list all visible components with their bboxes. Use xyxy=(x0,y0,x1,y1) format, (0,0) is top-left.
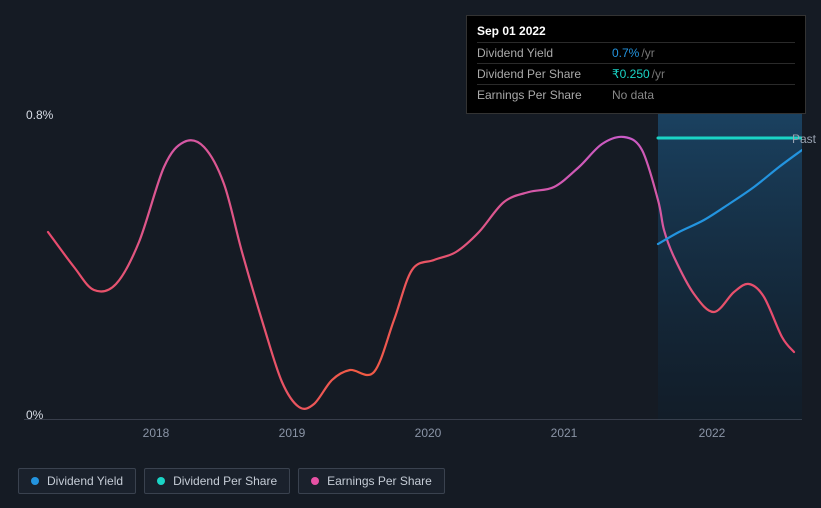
legend-label: Dividend Per Share xyxy=(173,474,277,488)
line-chart[interactable] xyxy=(24,112,802,420)
legend-item[interactable]: Dividend Per Share xyxy=(144,468,290,494)
tooltip-metric-value: ₹0.250/yr xyxy=(612,67,665,81)
legend-item[interactable]: Earnings Per Share xyxy=(298,468,445,494)
x-axis-labels: 2018 2019 2020 2021 2022 xyxy=(24,426,802,442)
x-tick-label: 2019 xyxy=(279,426,306,440)
legend-item[interactable]: Dividend Yield xyxy=(18,468,136,494)
x-tick-label: 2018 xyxy=(143,426,170,440)
past-label: Past xyxy=(792,132,816,146)
tooltip-metric-label: Dividend Yield xyxy=(477,46,612,60)
tooltip-date: Sep 01 2022 xyxy=(477,24,795,38)
x-tick-label: 2022 xyxy=(699,426,726,440)
legend-dot-icon xyxy=(31,477,39,485)
tooltip-row: Dividend Yield0.7%/yr xyxy=(477,42,795,63)
x-tick-label: 2021 xyxy=(551,426,578,440)
legend-dot-icon xyxy=(157,477,165,485)
legend-label: Earnings Per Share xyxy=(327,474,432,488)
chart-svg xyxy=(24,112,802,420)
tooltip-metric-value: 0.7%/yr xyxy=(612,46,655,60)
tooltip-row: Dividend Per Share₹0.250/yr xyxy=(477,63,795,84)
tooltip-metric-value: No data xyxy=(612,88,654,102)
x-tick-label: 2020 xyxy=(415,426,442,440)
tooltip-metric-label: Dividend Per Share xyxy=(477,67,612,81)
legend-dot-icon xyxy=(311,477,319,485)
legend-label: Dividend Yield xyxy=(47,474,123,488)
tooltip-metric-label: Earnings Per Share xyxy=(477,88,612,102)
tooltip-row: Earnings Per ShareNo data xyxy=(477,84,795,105)
hover-tooltip: Sep 01 2022 Dividend Yield0.7%/yrDividen… xyxy=(466,15,806,114)
legend: Dividend Yield Dividend Per Share Earnings… xyxy=(18,468,445,494)
